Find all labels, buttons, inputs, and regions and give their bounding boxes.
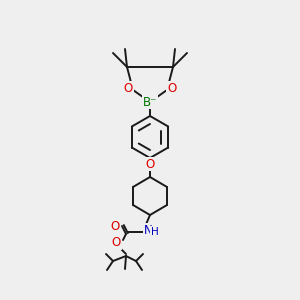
- Text: H: H: [151, 227, 159, 237]
- Text: O: O: [110, 220, 120, 232]
- Text: O: O: [167, 82, 177, 94]
- Text: O: O: [111, 236, 121, 250]
- Text: B⁻: B⁻: [143, 95, 157, 109]
- Text: O: O: [146, 158, 154, 170]
- Text: N: N: [144, 224, 152, 236]
- Text: O: O: [123, 82, 133, 94]
